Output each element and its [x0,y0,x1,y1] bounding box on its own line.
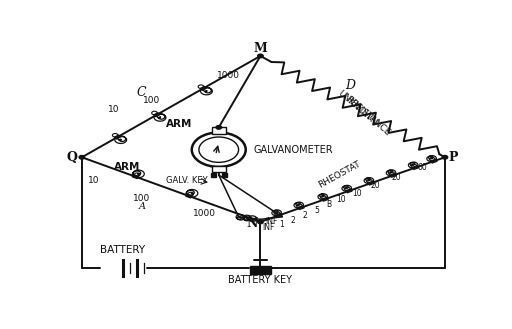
Text: 1000: 1000 [194,209,217,218]
Circle shape [216,126,222,129]
Text: 100: 100 [133,194,150,203]
Text: P: P [449,151,458,164]
Bar [222,173,227,177]
Text: 10: 10 [336,195,346,204]
Circle shape [258,220,263,224]
Text: RHEOSTAT: RHEOSTAT [317,160,362,190]
Text: ARM: ARM [114,163,141,172]
Text: 20: 20 [392,172,401,182]
Text: M: M [253,42,267,55]
Bar [211,173,216,177]
Text: GALV. KEY: GALV. KEY [166,176,208,185]
Text: INF: INF [262,223,274,232]
Text: 60: 60 [417,164,427,172]
Text: 100: 100 [143,96,160,105]
Text: GALVANOMETER: GALVANOMETER [253,145,333,155]
Text: 10: 10 [352,189,361,198]
Text: 20: 20 [371,181,380,190]
Text: BATTERY KEY: BATTERY KEY [228,275,292,285]
Text: 5: 5 [315,206,319,215]
Text: 2: 2 [291,215,295,225]
Text: C: C [137,86,146,99]
Circle shape [258,54,263,58]
Text: 2: 2 [303,211,308,219]
Text: 1: 1 [279,220,284,229]
Text: ARM: ARM [166,119,193,129]
Text: B: B [327,200,332,209]
Text: UNKNOWN: UNKNOWN [336,89,379,127]
Text: RESISTANCE: RESISTANCE [344,94,392,138]
Text: D: D [345,79,355,91]
Circle shape [442,156,447,159]
Bar [212,165,226,172]
Text: 1000: 1000 [217,71,240,81]
Text: INF: INF [265,217,278,226]
Circle shape [79,156,84,159]
Bar [250,266,271,273]
Bar [212,127,226,134]
Text: 10: 10 [88,176,99,185]
Text: A: A [139,202,146,211]
Text: 10: 10 [108,105,119,114]
Text: Q: Q [67,151,77,164]
Text: N: N [246,216,258,230]
Text: BATTERY: BATTERY [100,245,145,255]
